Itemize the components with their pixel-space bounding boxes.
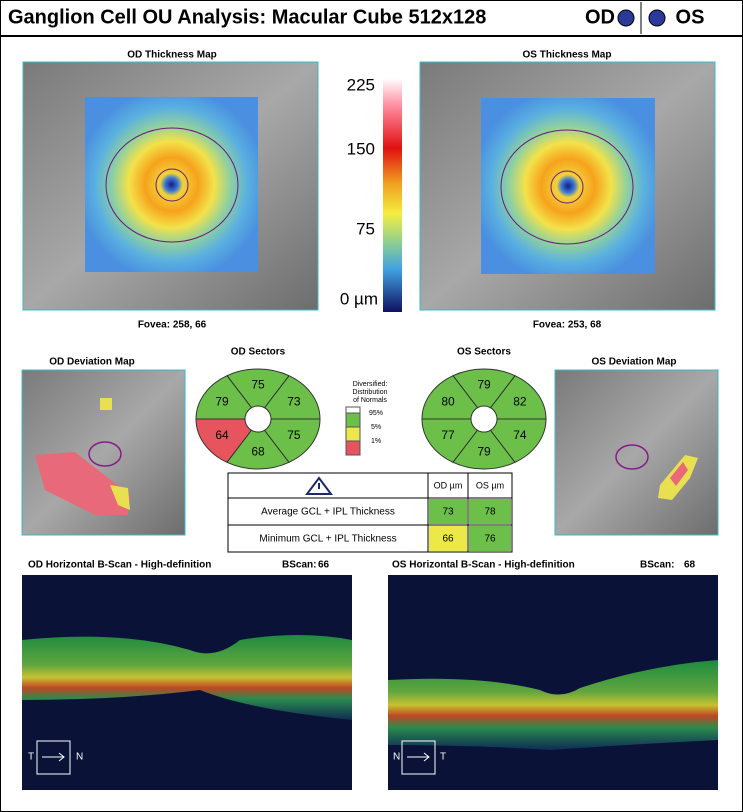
sector-value: 79: [477, 445, 491, 459]
orientation-arrow: [407, 752, 430, 762]
scale-label: 75: [356, 219, 375, 238]
deviation-title: OS Deviation Map: [591, 357, 676, 368]
bscan-label: BScan:: [640, 560, 674, 571]
sector: [195, 418, 253, 463]
sector-value: 74: [513, 428, 527, 442]
row-label: Average GCL + IPL Thickness: [261, 507, 395, 518]
bscan-label: BScan:: [282, 560, 316, 571]
sector-value: 79: [477, 378, 491, 392]
red-area: [670, 462, 688, 486]
map-title: OS Thickness Map: [523, 50, 612, 61]
dir-left: N: [393, 752, 400, 763]
bscan-number: 68: [684, 560, 696, 571]
inner-ring: [155, 168, 189, 202]
cell-value: 73: [442, 507, 454, 518]
os-deviation: [554, 369, 719, 536]
outer-ring: [500, 129, 634, 245]
legend-title: Distribution: [352, 389, 387, 396]
sector: [452, 368, 516, 409]
sector: [195, 375, 253, 420]
orientation-arrow: [42, 752, 65, 762]
os-label: OS: [676, 6, 705, 28]
cell-green: [469, 526, 511, 551]
scale-label: 150: [347, 139, 375, 158]
sector: [489, 418, 547, 463]
bscan-title: OD Horizontal B-Scan - High-definition: [28, 560, 211, 571]
inner-ring: [550, 170, 584, 204]
bscan-number: 66: [318, 560, 330, 571]
dir-right: T: [440, 752, 446, 763]
sector: [226, 429, 290, 470]
sector-value: 75: [251, 378, 265, 392]
col-header: OS µm: [476, 480, 504, 490]
cell-green: [429, 499, 467, 524]
legend-title: Diversified:: [353, 381, 388, 388]
red-area: [35, 452, 130, 515]
yellow-area: [100, 398, 112, 410]
legend-item: 1%: [371, 438, 381, 445]
fovea: Fovea: 253, 68: [533, 320, 602, 331]
orientation-box: [36, 740, 71, 775]
sector: [263, 375, 321, 420]
sector: [421, 418, 479, 463]
cell-yellow: [429, 526, 467, 551]
scale-label: 225: [347, 75, 375, 94]
sectors-title: OS Sectors: [457, 347, 511, 358]
yellow-area: [110, 485, 130, 510]
fovea: Fovea: 258, 66: [138, 320, 207, 331]
legend-red: [345, 440, 361, 456]
deviation-title: OD Deviation Map: [49, 357, 135, 368]
legend-yellow: [345, 426, 361, 442]
sector: [226, 368, 290, 409]
scale-label: 0 µm: [340, 289, 378, 308]
os-dot: [648, 9, 666, 27]
fovea-ring: [615, 444, 649, 470]
sector-value: 82: [513, 394, 527, 408]
sector-value: 64: [215, 428, 229, 442]
sector: [489, 375, 547, 420]
sector: [263, 418, 321, 463]
od-dot: [617, 9, 635, 27]
col-header: OD µm: [434, 480, 463, 490]
sector: [421, 375, 479, 420]
map-title: OD Thickness Map: [127, 50, 216, 61]
fovea-ring: [88, 441, 122, 467]
orientation-box: [401, 740, 436, 775]
os-heatmap: [481, 98, 655, 274]
cell-green: [469, 499, 511, 524]
outer-ring: [105, 127, 239, 243]
od-label: OD: [585, 6, 615, 28]
cell-value: 78: [484, 507, 496, 518]
row-label: Minimum GCL + IPL Thickness: [259, 534, 396, 545]
od-heatmap: [85, 97, 258, 272]
sector-value: 79: [215, 394, 229, 408]
sector: [452, 429, 516, 470]
dir-right: N: [76, 752, 83, 763]
title: Ganglion Cell OU Analysis: Macular Cube …: [8, 6, 486, 28]
dir-left: T: [28, 752, 34, 763]
sectors-title: OD Sectors: [231, 347, 286, 358]
bscan-title: OS Horizontal B-Scan - High-definition: [392, 560, 575, 571]
color-scale: [383, 78, 402, 312]
sector-value: 75: [287, 428, 301, 442]
legend-title: of Normals: [353, 397, 387, 404]
sector-value: 68: [251, 445, 265, 459]
sector-value: 77: [441, 428, 455, 442]
thickness-table: OD µm OS µm Average GCL + IPL Thickness …: [227, 472, 513, 553]
retina: [388, 660, 718, 750]
legend-item: 95%: [369, 410, 383, 417]
cell-value: 66: [442, 534, 454, 545]
cell-value: 76: [484, 534, 496, 545]
legend-green: [345, 412, 361, 428]
sector-value: 73: [287, 394, 301, 408]
retina: [22, 635, 352, 720]
legend-item: 5%: [371, 424, 381, 431]
sector-value: 80: [441, 394, 455, 408]
